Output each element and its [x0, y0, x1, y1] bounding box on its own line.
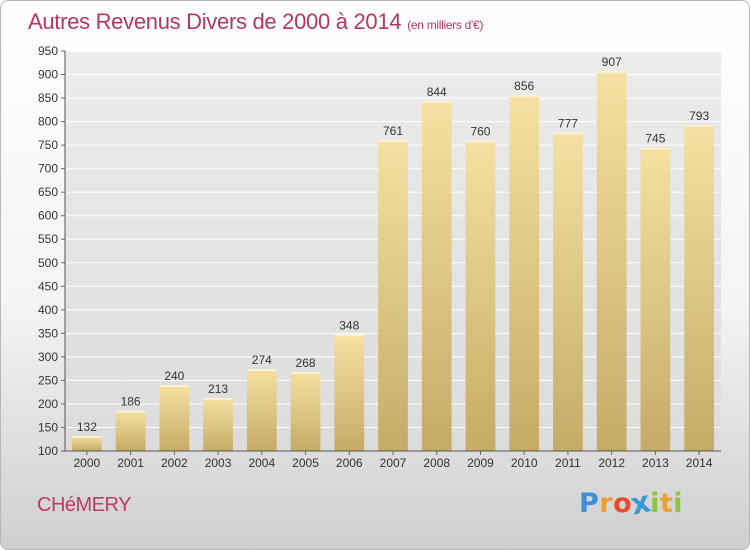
y-tick-label: 500 [38, 256, 58, 270]
x-tick-label-2014: 2014 [686, 456, 713, 470]
y-tick-label: 600 [38, 209, 58, 223]
bar-highlight [246, 369, 277, 372]
logo-letter: t [659, 488, 674, 519]
bar-2003 [203, 397, 233, 451]
value-label-2010: 856 [514, 79, 534, 93]
y-tick-label: 450 [38, 279, 58, 293]
city-name: CHéMERY [37, 494, 131, 516]
chart-title: Autres Revenus Divers de 2000 à 2014 (en … [28, 9, 483, 35]
y-tick-label: 300 [38, 350, 58, 364]
value-label-2012: 907 [602, 55, 622, 69]
bar-2001 [115, 410, 146, 451]
x-tick-label-2000: 2000 [74, 456, 101, 470]
y-tick-label: 400 [38, 303, 58, 317]
y-tick-label: 200 [38, 397, 58, 411]
x-tick-label-2009: 2009 [467, 456, 494, 470]
bar-highlight [71, 435, 102, 438]
value-label-2002: 240 [164, 369, 184, 383]
x-tick-label-2013: 2013 [642, 456, 669, 470]
value-label-2003: 213 [208, 382, 228, 396]
x-tick-label-2011: 2011 [555, 456, 581, 470]
y-tick-label: 650 [38, 185, 58, 199]
logo-letter: i [650, 488, 660, 519]
logo-letter: o [613, 488, 633, 519]
logo-letter: r [599, 488, 614, 519]
bar-2006 [334, 334, 365, 451]
logo-letter: i [673, 488, 684, 519]
bar-highlight [115, 410, 146, 413]
value-label-2009: 760 [470, 124, 490, 138]
y-tick-label: 100 [38, 444, 58, 458]
y-tick-label: 550 [38, 232, 58, 246]
value-label-2007: 761 [383, 124, 403, 138]
bar-highlight [290, 371, 321, 374]
y-tick-label: 250 [38, 373, 58, 387]
bar-2007 [378, 139, 408, 452]
value-label-2004: 274 [252, 353, 272, 367]
bar-highlight [334, 334, 365, 337]
x-tick-label-2007: 2007 [380, 456, 407, 470]
value-labels: 132 186 240 213 274 268 348 761 844 760 856 777 907 7… [77, 55, 710, 434]
bar-2011 [553, 132, 583, 452]
chart-title-text: Autres Revenus Divers de 2000 à 2014 [28, 9, 402, 34]
value-label-2011: 777 [558, 116, 578, 130]
y-tick-label: 150 [38, 420, 58, 434]
bar-2000 [71, 435, 102, 451]
value-label-2013: 745 [645, 131, 665, 145]
value-label-2008: 844 [427, 85, 447, 99]
x-tick-label-2006: 2006 [336, 456, 363, 470]
logo-letter: P [579, 488, 600, 519]
value-label-2001: 186 [121, 395, 141, 409]
y-tick-label: 900 [38, 68, 58, 82]
bar-highlight [553, 132, 583, 135]
value-label-2014: 793 [689, 109, 709, 123]
value-label-2000: 132 [77, 420, 97, 434]
proxiti-logo: Proxiti [579, 485, 684, 522]
x-tick-label-2010: 2010 [511, 456, 538, 470]
x-tick-label-2004: 2004 [248, 456, 275, 470]
y-tick-label: 750 [38, 138, 58, 152]
x-tick-label-2012: 2012 [598, 456, 625, 470]
bar-2008 [421, 100, 452, 451]
y-tick-label: 950 [38, 44, 58, 58]
bar-2010 [509, 95, 540, 451]
y-axis-ticks: 100 150 200 250 300 350 400 450 500 550 600 650 700 7… [38, 44, 65, 458]
bar-highlight [421, 100, 452, 103]
bar-highlight [465, 140, 496, 143]
x-axis-ticks: 2000 2001 2002 2003 2004 2005 2006 2007 2008 2009… [74, 451, 713, 470]
value-label-2005: 268 [296, 356, 316, 370]
x-tick-label-2002: 2002 [161, 456, 188, 470]
bar-highlight [596, 71, 627, 74]
chart-title-unit: (en milliers d'€) [407, 18, 484, 32]
y-tick-label: 350 [38, 326, 58, 340]
bar-2009 [465, 140, 496, 452]
x-tick-label-2003: 2003 [205, 456, 232, 470]
y-tick-label: 800 [38, 115, 58, 129]
bar-highlight [509, 95, 540, 98]
bar-2013 [640, 147, 671, 451]
bar-2004 [246, 369, 277, 451]
bar-highlight [203, 397, 233, 400]
bars [71, 71, 715, 452]
bar-highlight [159, 385, 190, 388]
bar-2005 [290, 371, 321, 451]
value-label-2006: 348 [339, 318, 359, 332]
bar-2002 [159, 385, 190, 451]
x-tick-label-2008: 2008 [423, 456, 450, 470]
bar-highlight [684, 124, 715, 127]
bar-highlight [378, 139, 408, 142]
bar-highlight [640, 147, 671, 150]
x-tick-label-2005: 2005 [292, 456, 319, 470]
y-tick-label: 700 [38, 162, 58, 176]
bar-2014 [684, 124, 715, 451]
y-tick-label: 850 [38, 91, 58, 105]
x-tick-label-2001: 2001 [117, 456, 144, 470]
bar-2012 [596, 71, 627, 451]
